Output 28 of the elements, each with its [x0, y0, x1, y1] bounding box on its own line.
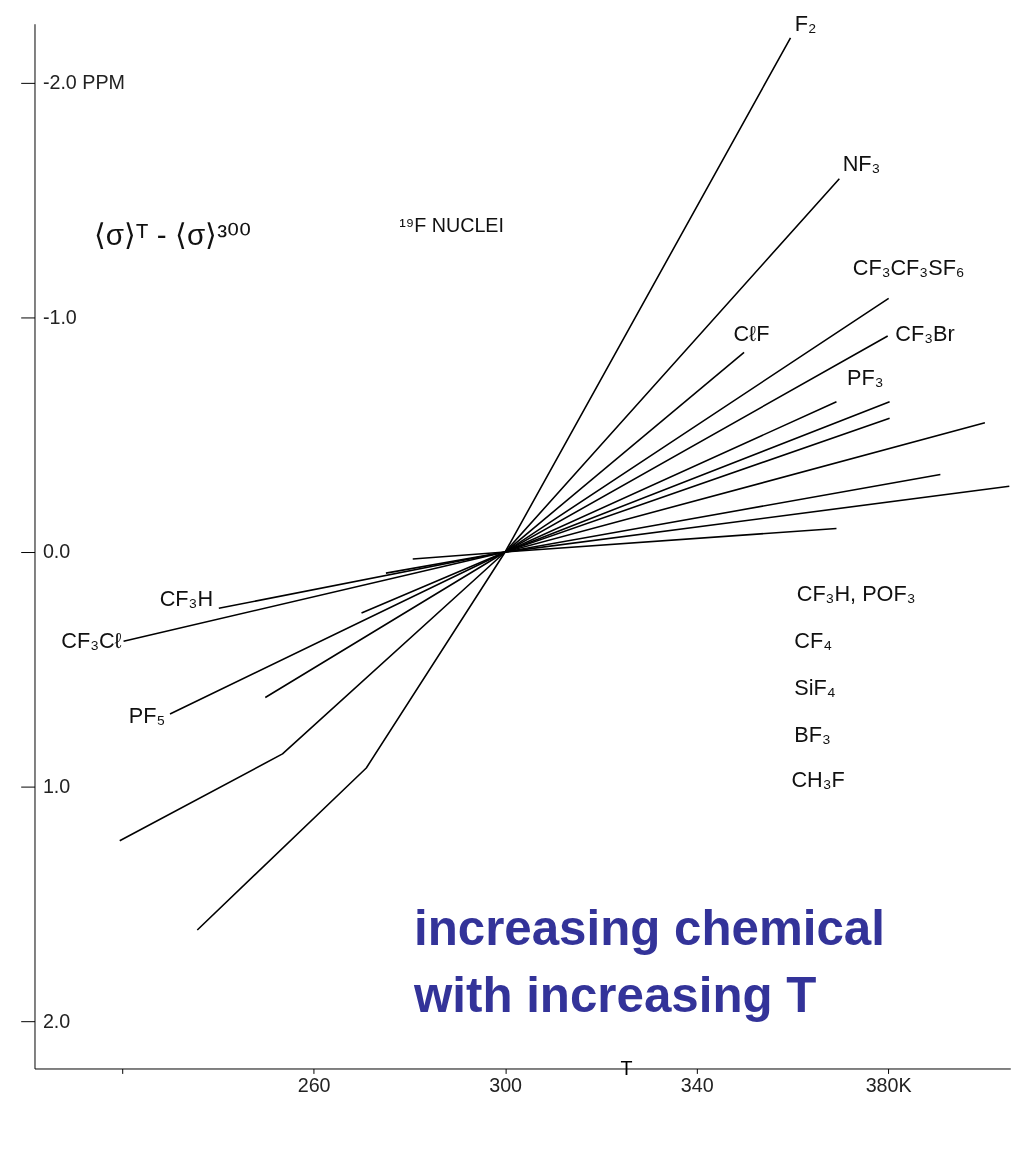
annotation: SiF₄: [794, 675, 836, 701]
x-axis-title: T: [620, 1056, 633, 1079]
annotation: with increasing T: [412, 967, 817, 1023]
annotation: increasing chemical: [413, 900, 885, 956]
y-axis-title: ⟨σ⟩ᵀ - ⟨σ⟩³⁰⁰: [93, 217, 251, 251]
y-tick-label: -1.0: [42, 305, 77, 328]
x-tick-label: 340: [680, 1073, 714, 1096]
annotation: CℓF: [733, 320, 770, 346]
x-tick-label: 300: [489, 1073, 523, 1096]
annotation: CF₃H, POF₃: [796, 581, 916, 607]
text: ¹⁹F NUCLEI: [399, 213, 504, 236]
x-tick-label: 260: [297, 1073, 331, 1096]
y-tick-label: 2.0: [42, 1009, 71, 1032]
annotation: NF₃: [842, 151, 881, 177]
annotation: CF₃Cℓ: [61, 628, 122, 654]
annotation: F₂: [794, 10, 817, 36]
annotation: PF₃: [847, 365, 884, 391]
annotation: PF₅: [128, 703, 166, 729]
y-tick-label: 1.0: [42, 775, 71, 798]
x-tick-label: 380K: [865, 1073, 912, 1096]
annotation: BF₃: [794, 722, 831, 748]
y-tick-label: -2.0 PPM: [42, 70, 125, 93]
annotation: CF₃H: [159, 585, 214, 611]
y-tick-label: 0.0: [42, 540, 71, 563]
annotation: CH₃F: [791, 766, 845, 792]
annotation: CF₄: [794, 628, 833, 654]
annotation: CF₃Br: [895, 320, 955, 346]
annotation: CF₃CF₃SF₆: [852, 254, 965, 280]
